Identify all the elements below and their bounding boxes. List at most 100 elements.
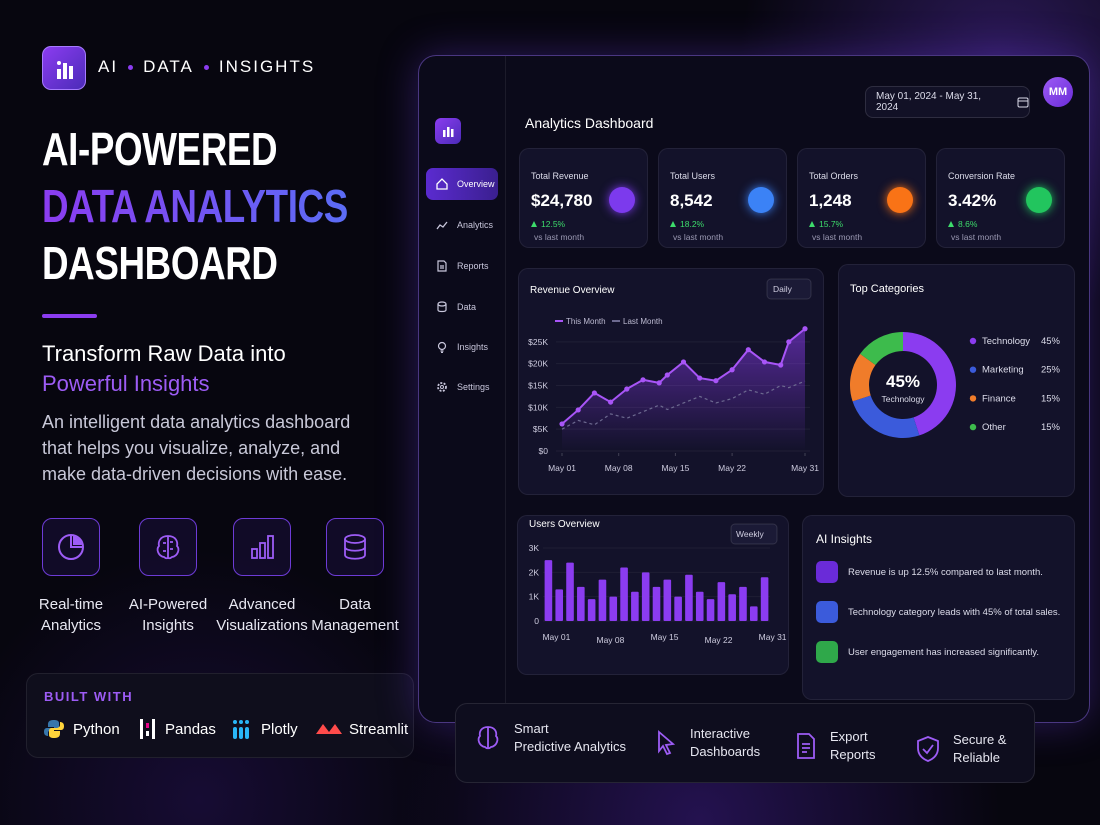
nav-label: Reports (457, 261, 489, 271)
calendar-icon (1017, 97, 1029, 108)
bar (598, 579, 607, 621)
label-line: Advanced (228, 596, 296, 613)
donut-segment (860, 332, 903, 366)
tech-name: Streamlit (349, 720, 409, 738)
point (802, 326, 808, 332)
separator (203, 64, 209, 70)
x-tick-label: May 22 (718, 463, 746, 473)
dashboard-title: Analytics Dashboard (525, 115, 654, 131)
legend-value: 45% (1041, 336, 1061, 347)
nav-item[interactable]: Settings (426, 371, 498, 403)
feature-label: Data Management (305, 594, 405, 636)
logo-icon (57, 61, 73, 79)
nav-item[interactable]: Data (426, 291, 498, 323)
bar (695, 591, 704, 621)
nav-item[interactable]: Reports (426, 250, 498, 282)
donut-segment (850, 353, 876, 402)
legend-dot (969, 395, 977, 402)
categories-card (838, 264, 1075, 497)
point (591, 390, 598, 396)
label-line: Smart (514, 721, 549, 736)
x-tick-label: May 01 (548, 463, 576, 473)
point (608, 399, 614, 405)
x-tick-label: May 08 (605, 463, 633, 473)
bottom-feature: Export Reports (794, 728, 876, 764)
kpi-change-value: 12.5% (541, 219, 566, 229)
hero-subtitle: Transform Raw Data into (42, 341, 286, 366)
nav-item[interactable]: Insights (426, 331, 498, 363)
bottom-feature: Interactive Dashboards (654, 725, 760, 761)
label-line: AI-Powered (128, 596, 208, 613)
area-fill (562, 328, 805, 451)
x-tick-label: May 15 (661, 463, 689, 473)
brand-word: INSIGHTS (218, 57, 316, 76)
icon (58, 534, 84, 560)
insight: Technology category leads with 45% of to… (816, 601, 1060, 623)
tech-name: Plotly (261, 720, 298, 738)
kpi-change: 8.6% (948, 219, 977, 229)
y-tick-label: $0 (539, 446, 549, 456)
legend-value: 25% (1041, 365, 1061, 376)
feature: AI-Powered Insights (118, 518, 218, 636)
insights-card: AI Insights Revenue is up 12.5% compared… (802, 515, 1075, 700)
y-tick-label: $25K (528, 337, 548, 347)
nav-item[interactable]: Overview (426, 168, 498, 200)
point (624, 386, 630, 392)
kpi-card: Total Users 8,542 18.2% vs last month (658, 148, 787, 248)
bar (739, 586, 747, 621)
feature-icon (42, 518, 100, 576)
date-range: May 01, 2024 - May 31, 2024 (876, 91, 982, 113)
tech: Python (43, 718, 120, 740)
insight-text: Technology category leads with 45% of to… (848, 606, 1061, 618)
icon (437, 301, 447, 313)
insight-icon (816, 601, 838, 623)
legend-dot (969, 337, 977, 345)
y-tick-label: $10K (528, 402, 548, 412)
brand-word: DATA (143, 57, 194, 76)
dropdown[interactable] (730, 523, 778, 545)
label-line: Predictive Analytics (514, 739, 626, 754)
chart-title: Revenue Overview (530, 285, 615, 296)
feature: Real-time Analytics (21, 518, 121, 636)
nav-item[interactable]: Analytics (426, 209, 498, 241)
point (786, 339, 792, 345)
x-tick-label: May 22 (705, 635, 733, 645)
bar (685, 574, 693, 621)
x-tick-label: May 31 (759, 632, 787, 642)
donut-segment (852, 395, 920, 438)
point (656, 380, 662, 386)
y-tick-label: 3K (529, 543, 540, 553)
separator (128, 64, 134, 70)
point (729, 367, 735, 373)
logo-icon (443, 127, 454, 137)
bar (641, 572, 650, 621)
hero-subtitle: Powerful Insights (42, 371, 210, 396)
nav-label: Overview (457, 179, 495, 189)
series-line (561, 380, 806, 430)
y-tick-label: $15K (528, 381, 548, 391)
bar (577, 586, 585, 621)
legend-dot (969, 366, 977, 373)
label-line: Management (311, 617, 399, 634)
kpi-value: 8,542 (670, 191, 713, 210)
label-line: Export (830, 729, 868, 744)
up-arrow (531, 221, 537, 227)
feature-text: Smart Predictive Analytics (514, 720, 626, 756)
kpi-change-value: 8.6% (958, 219, 978, 229)
hero-title: AI-POWERED (42, 123, 278, 175)
kpi-value: 1,248 (809, 191, 852, 210)
icon (917, 736, 939, 762)
hero-title: DASHBOARD (42, 237, 278, 289)
x-tick-label: May 31 (791, 463, 819, 473)
label-line: Analytics (40, 617, 102, 634)
avatar[interactable]: MM (1043, 77, 1073, 107)
dropdown[interactable] (766, 278, 812, 300)
brand-word: AI (98, 57, 119, 76)
kpi-label: Conversion Rate (948, 171, 1016, 181)
insight-text: Revenue is up 12.5% compared to last mon… (848, 566, 1043, 578)
bottom-feature: Secure & Reliable (915, 731, 1006, 767)
point (713, 378, 719, 384)
icon (477, 726, 499, 750)
date-picker[interactable]: May 01, 2024 - May 31, 2024 (865, 86, 1030, 118)
